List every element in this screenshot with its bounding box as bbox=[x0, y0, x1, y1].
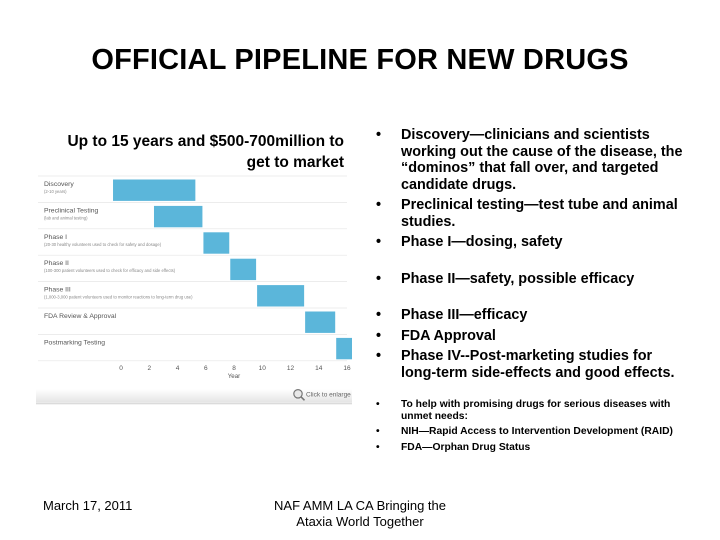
phase-bar bbox=[335, 336, 352, 361]
zoom-label: Click to enlarge bbox=[306, 391, 351, 398]
x-tick-label: 10 bbox=[259, 365, 267, 372]
x-tick-label: 4 bbox=[176, 365, 180, 372]
footer-event: NAF AMM LA CA Bringing the Ataxia World … bbox=[240, 498, 480, 530]
pipeline-chart: Discovery (2-10 years) Preclinical Testing… bbox=[36, 174, 352, 414]
bullet-dot: • bbox=[376, 327, 382, 344]
bullet-item: • Discovery—clinicians and scientists wor… bbox=[370, 127, 686, 193]
bullet-text: Preclinical testing—test tube and animal… bbox=[401, 197, 678, 230]
bullet-dot: • bbox=[376, 234, 382, 250]
footer-event-line1: NAF AMM LA CA Bringing the bbox=[274, 498, 446, 513]
bullet-dot: • bbox=[376, 441, 380, 453]
bullet-text: Phase III—efficacy bbox=[401, 307, 528, 323]
slide-title: OFFICIAL PIPELINE FOR NEW DRUGS bbox=[91, 44, 629, 76]
x-tick-label: 16 bbox=[343, 365, 351, 372]
phase-label: Postmarking Testing bbox=[44, 339, 105, 346]
phase-label: FDA Review & Approval bbox=[44, 313, 117, 320]
bullet-dot: • bbox=[376, 399, 380, 410]
phase-label: Phase III bbox=[44, 287, 71, 294]
bullet-item: • Preclinical testing—test tube and anima… bbox=[370, 197, 686, 230]
bullet-text: Discovery—clinicians and scientists work… bbox=[401, 127, 683, 193]
bullet-dot: • bbox=[376, 307, 382, 323]
phase-note: (2-10 years) bbox=[44, 189, 67, 194]
bullet-item: • NIH—Rapid Access to Intervention Develo… bbox=[370, 426, 686, 438]
phase-bar bbox=[256, 284, 306, 308]
bullet-dot: • bbox=[376, 426, 380, 437]
phase-note: (lab and animal testing) bbox=[44, 215, 88, 220]
magnifier-icon-handle bbox=[300, 396, 306, 401]
phase-bar bbox=[202, 231, 231, 255]
bullet-dot: • bbox=[376, 197, 382, 213]
bullet-item: • FDA—Orphan Drug Status bbox=[370, 442, 686, 454]
x-tick-label: 14 bbox=[315, 365, 323, 372]
bullet-item: • Phase IV--Post-marketing studies for lo… bbox=[370, 348, 686, 381]
bullet-item: • FDA Approval bbox=[370, 328, 686, 345]
bullet-list: • Discovery—clinicians and scientists wor… bbox=[370, 127, 686, 457]
x-axis-label: Year bbox=[228, 373, 241, 380]
pipeline-chart-svg: Discovery(2-10 years) Preclinical Testing… bbox=[36, 175, 352, 405]
bullet-dot: • bbox=[376, 270, 382, 287]
x-tick-label: 2 bbox=[147, 365, 151, 372]
chart-bottom-band bbox=[36, 388, 352, 403]
x-tick-label: 8 bbox=[232, 365, 236, 372]
bullet-dot: • bbox=[376, 348, 382, 364]
x-tick-label: 6 bbox=[204, 365, 208, 372]
phase-bar bbox=[112, 178, 197, 202]
bullet-text: FDA Approval bbox=[401, 327, 496, 344]
bullet-text: Phase IV--Post-marketing studies for lon… bbox=[401, 348, 675, 381]
bullet-item: • Phase II—safety, possible efficacy bbox=[370, 271, 686, 288]
bullet-item: • Phase III—efficacy bbox=[370, 307, 686, 324]
chart-subtitle: Up to 15 years and $500-700million to ge… bbox=[67, 133, 344, 171]
bullet-text: Phase I—dosing, safety bbox=[401, 234, 563, 250]
bullet-text: To help with promising drugs for serious… bbox=[401, 399, 671, 422]
bullet-item: • Phase I—dosing, safety bbox=[370, 234, 686, 251]
footer-event-line2: Ataxia World Together bbox=[296, 514, 424, 529]
phase-bar bbox=[229, 257, 258, 282]
bullet-text: Phase II—safety, possible efficacy bbox=[401, 270, 635, 287]
phase-bar bbox=[152, 204, 204, 229]
magnifier-icon bbox=[293, 389, 303, 399]
phase-label: Phase II bbox=[44, 260, 69, 267]
bullet-text: FDA—Orphan Drug Status bbox=[401, 441, 531, 453]
phase-note: (1,000-3,000 patient volunteers used to … bbox=[44, 295, 193, 300]
phase-note: (100-300 patient volunteers used to chec… bbox=[44, 268, 176, 273]
phase-bar bbox=[304, 310, 337, 334]
phase-label: Preclinical Testing bbox=[44, 207, 98, 214]
phase-label: Discovery bbox=[44, 181, 74, 188]
phase-note: (20-30 healthy volunteers used to check … bbox=[44, 242, 162, 247]
phase-label: Phase I bbox=[44, 234, 67, 241]
footer-date: March 17, 2011 bbox=[43, 498, 133, 513]
bullet-item: • To help with promising drugs for seriou… bbox=[370, 399, 686, 422]
bullet-dot: • bbox=[376, 127, 382, 143]
bullet-text: NIH—Rapid Access to Intervention Develop… bbox=[401, 426, 673, 437]
x-tick-label: 0 bbox=[119, 365, 123, 372]
x-tick-label: 12 bbox=[287, 365, 295, 372]
